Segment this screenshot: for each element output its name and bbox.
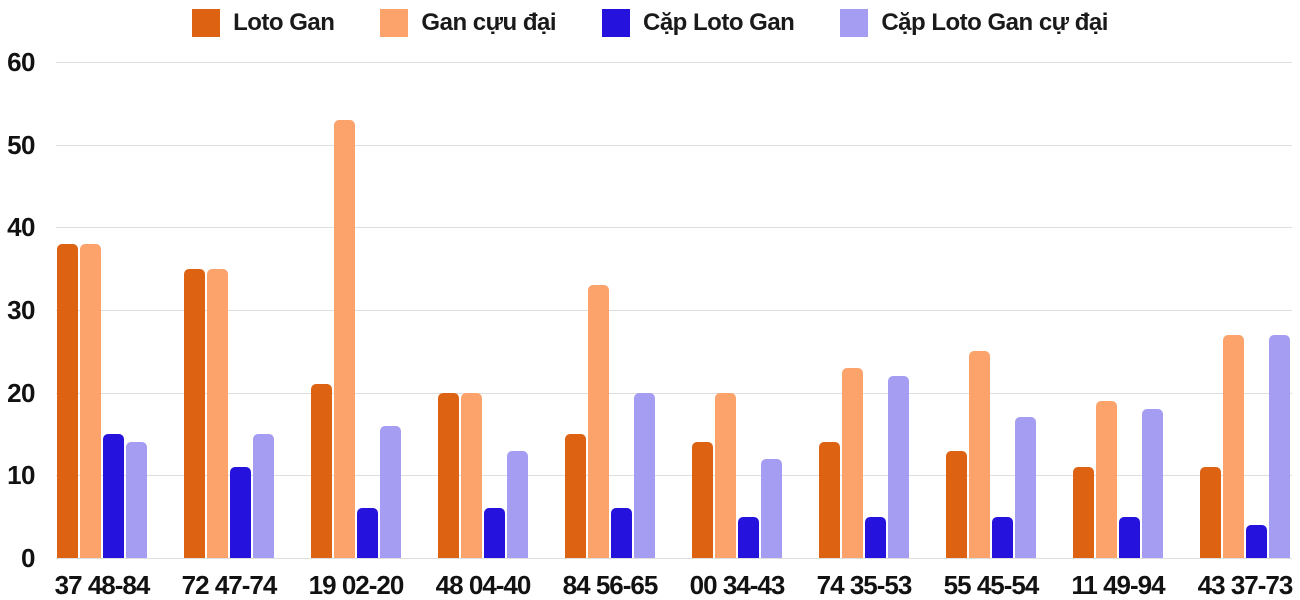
bar-cap-loto-gan[interactable] <box>230 467 251 558</box>
gridline-y-40 <box>56 227 1292 229</box>
y-axis-tick-label: 60 <box>7 47 35 77</box>
y-axis-tick-label: 50 <box>7 129 35 160</box>
bar-cap-loto-gan[interactable] <box>738 516 759 558</box>
bar-gan-cuu-đai[interactable] <box>842 367 863 558</box>
legend-item-loto-gan[interactable]: Loto Gan <box>192 9 335 37</box>
bar-cap-loto-gan-cu-đai[interactable] <box>888 376 909 558</box>
x-axis-category-label: 37 48-84 <box>54 570 151 600</box>
chart-legend: Loto Gan Gan cựu đại Cặp Loto Gan Cặp Loto … <box>0 6 1300 40</box>
gridline-y-60 <box>56 62 1292 63</box>
bar-loto-gan[interactable] <box>1073 467 1094 558</box>
x-axis-category-label: 72 47-74 <box>181 570 278 600</box>
legend-item-gan-cuu-đai[interactable]: Gan cựu đại <box>380 9 556 37</box>
bar-cap-loto-gan[interactable] <box>992 516 1013 558</box>
bar-cap-loto-gan-cu-đai[interactable] <box>380 425 401 558</box>
x-axis-category-label: 74 35-53 <box>816 570 913 600</box>
legend-swatch-cap-loto-gan-cu-đai <box>840 9 869 37</box>
bar-loto-gan[interactable] <box>438 392 459 558</box>
legend-swatch-loto-gan <box>192 9 221 37</box>
y-axis-tick-label: 10 <box>7 460 35 491</box>
bar-cap-loto-gan[interactable] <box>611 508 632 558</box>
bar-gan-cuu-đai[interactable] <box>969 351 990 558</box>
legend-item-cap-loto-gan-cu-đai[interactable]: Cặp Loto Gan cự đại <box>840 9 1108 37</box>
y-axis-tick-label: 20 <box>7 377 35 408</box>
x-axis-category-label: 43 37-73 <box>1197 570 1294 600</box>
y-axis-tick-label: 0 <box>21 543 35 573</box>
bar-loto-gan[interactable] <box>692 442 713 558</box>
bar-loto-gan[interactable] <box>565 434 586 558</box>
x-axis-category-label: 48 04-40 <box>435 570 532 600</box>
gridline-y-30 <box>56 310 1292 311</box>
bar-gan-cuu-đai[interactable] <box>1096 400 1117 558</box>
x-axis-category-label: 19 02-20 <box>308 570 405 600</box>
legend-label: Gan cựu đại <box>421 9 556 36</box>
legend-label: Cặp Loto Gan cự đại <box>881 9 1108 36</box>
x-axis-category-label: 84 56-65 <box>562 570 659 600</box>
gridline-y-0 <box>56 558 1292 559</box>
bar-gan-cuu-đai[interactable] <box>588 285 609 558</box>
bar-cap-loto-gan-cu-đai[interactable] <box>761 458 782 558</box>
legend-item-cap-loto-gan[interactable]: Cặp Loto Gan <box>602 9 795 37</box>
bar-loto-gan[interactable] <box>311 384 332 558</box>
bar-cap-loto-gan-cu-đai[interactable] <box>253 434 274 558</box>
legend-label: Loto Gan <box>233 9 335 36</box>
bar-gan-cuu-đai[interactable] <box>1223 334 1244 558</box>
bar-cap-loto-gan[interactable] <box>1119 516 1140 558</box>
y-axis-tick-label: 40 <box>7 212 35 243</box>
x-axis-category-label: 00 34-43 <box>689 570 786 600</box>
bar-cap-loto-gan-cu-đai[interactable] <box>1142 409 1163 558</box>
legend-label: Cặp Loto Gan <box>643 9 795 36</box>
bar-loto-gan[interactable] <box>946 450 967 558</box>
gridline-y-50 <box>56 144 1292 146</box>
bar-gan-cuu-đai[interactable] <box>80 243 101 558</box>
bar-cap-loto-gan[interactable] <box>1246 524 1267 558</box>
bar-cap-loto-gan[interactable] <box>865 516 886 558</box>
bar-loto-gan[interactable] <box>1200 467 1221 558</box>
bar-cap-loto-gan[interactable] <box>484 508 505 558</box>
bar-cap-loto-gan-cu-đai[interactable] <box>126 442 147 558</box>
bar-cap-loto-gan-cu-đai[interactable] <box>1269 334 1290 558</box>
bar-cap-loto-gan[interactable] <box>103 434 124 558</box>
bar-cap-loto-gan[interactable] <box>357 508 378 558</box>
legend-swatch-gan-cuu-đai <box>380 9 409 37</box>
bar-loto-gan[interactable] <box>184 268 205 558</box>
bar-gan-cuu-đai[interactable] <box>207 268 228 558</box>
gridline-y-10 <box>56 475 1292 477</box>
legend-swatch-cap-loto-gan <box>602 9 630 37</box>
y-axis-tick-label: 30 <box>7 295 35 325</box>
bar-cap-loto-gan-cu-đai[interactable] <box>1015 417 1036 558</box>
bar-gan-cuu-đai[interactable] <box>715 392 736 558</box>
bar-gan-cuu-đai[interactable] <box>334 119 355 558</box>
gridline-y-20 <box>56 392 1292 394</box>
bar-loto-gan[interactable] <box>57 243 78 558</box>
x-axis-category-label: 11 49-94 <box>1071 570 1165 600</box>
bar-cap-loto-gan-cu-đai[interactable] <box>634 392 655 558</box>
bar-gan-cuu-đai[interactable] <box>461 392 482 558</box>
bar-cap-loto-gan-cu-đai[interactable] <box>507 450 528 558</box>
x-axis-category-label: 55 45-54 <box>943 570 1040 600</box>
bar-loto-gan[interactable] <box>819 442 840 558</box>
